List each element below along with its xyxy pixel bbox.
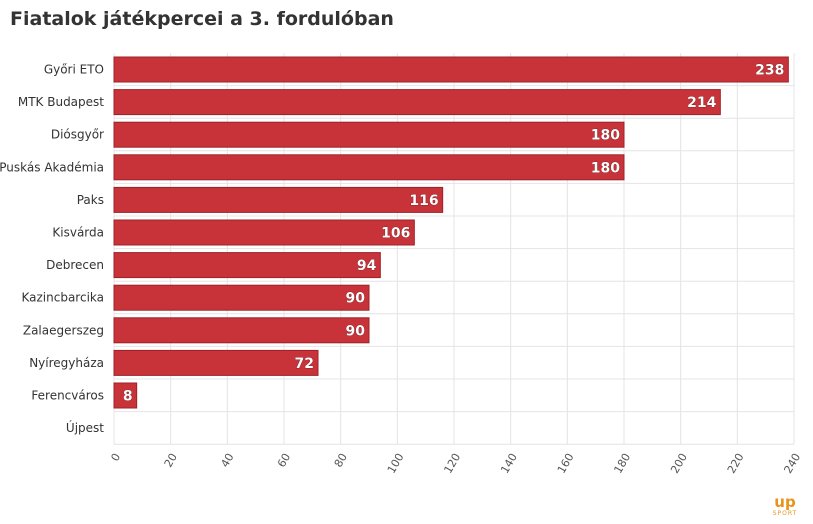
- category-label: Kazincbarcika: [21, 291, 104, 305]
- logo-sub-text: SPORT: [772, 510, 798, 517]
- up-sport-logo: up SPORT: [767, 495, 803, 518]
- grid-layer: [113, 53, 795, 445]
- x-tick-label: 240: [782, 451, 804, 476]
- bar: [113, 219, 415, 246]
- category-label: Debrecen: [46, 258, 104, 272]
- x-tick-label: 160: [555, 451, 577, 476]
- bar: [113, 56, 789, 83]
- chart-title: Fiatalok játékpercei a 3. fordulóban: [10, 8, 394, 30]
- bar: [113, 252, 381, 279]
- x-tick-label: 140: [498, 451, 520, 476]
- x-axis-ticks: 0 20 40 60 80 100 120 140 160 180 200 220 240: [109, 451, 804, 476]
- category-label: Puskás Akadémia: [0, 160, 104, 174]
- logo-main-text: up: [774, 493, 796, 511]
- bar: [113, 317, 370, 344]
- category-label: Újpest: [66, 420, 104, 435]
- x-tick-label: 60: [275, 451, 293, 470]
- x-tick-label: 200: [668, 451, 690, 476]
- data-label: 180: [591, 160, 620, 176]
- category-label: Ferencváros: [31, 389, 104, 403]
- data-label: 180: [591, 128, 620, 144]
- x-tick-label: 0: [109, 451, 124, 464]
- category-label: Győri ETO: [44, 63, 104, 77]
- data-label: 8: [123, 389, 133, 405]
- x-tick-label: 220: [725, 451, 747, 476]
- x-tick-label: 100: [385, 451, 407, 476]
- bar: [113, 154, 625, 181]
- data-label: 106: [381, 226, 410, 242]
- data-label: 72: [295, 356, 314, 372]
- data-label: 90: [346, 291, 366, 307]
- bar: [113, 89, 721, 116]
- category-label: Nyíregyháza: [29, 356, 104, 370]
- bar-layer: [113, 56, 789, 409]
- x-tick-label: 180: [612, 451, 634, 476]
- bar: [113, 349, 319, 376]
- category-label: MTK Budapest: [18, 95, 104, 109]
- category-label: Diósgyőr: [51, 128, 104, 142]
- bar: [113, 121, 625, 148]
- x-tick-label: 80: [332, 451, 350, 470]
- bar: [113, 284, 370, 311]
- x-tick-label: 40: [218, 451, 236, 470]
- data-label: 116: [409, 193, 438, 209]
- data-label: 214: [687, 95, 716, 111]
- bar: [113, 382, 138, 409]
- category-labels: Győri ETO MTK Budapest Diósgyőr Puskás Akad…: [0, 63, 104, 436]
- x-tick-label: 120: [442, 451, 464, 476]
- data-label: 94: [357, 258, 377, 274]
- data-label: 90: [346, 323, 366, 339]
- bar: [113, 186, 444, 213]
- category-label: Zalaegerszeg: [23, 323, 104, 337]
- data-label: 238: [755, 63, 784, 79]
- category-label: Kisvárda: [52, 226, 104, 240]
- category-label: Paks: [77, 193, 104, 207]
- x-tick-label: 20: [162, 451, 180, 470]
